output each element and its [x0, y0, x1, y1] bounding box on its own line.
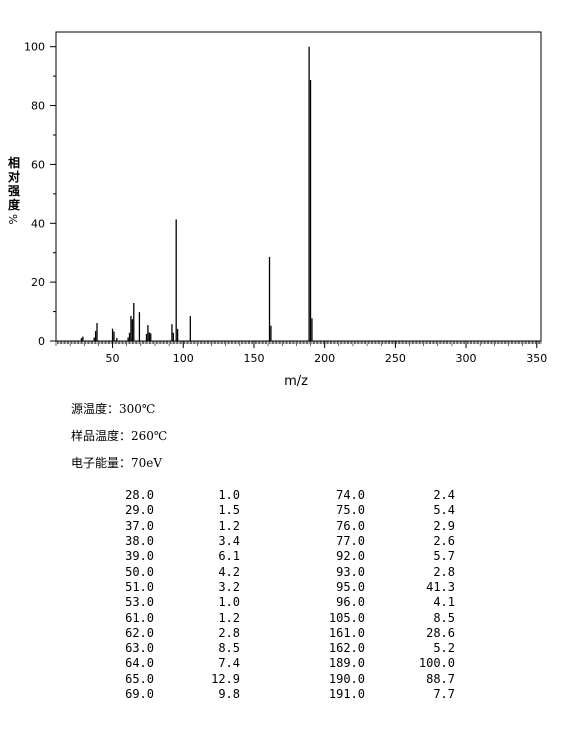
intensity-cell: 4.2: [218, 564, 240, 579]
intensity-cell: 1.0: [218, 488, 240, 503]
electron-energy: 电子能量：70eV: [71, 456, 163, 470]
intensity-cell: 5.7: [433, 549, 455, 564]
x-tick-label: 300: [456, 352, 477, 365]
y-tick-label: 80: [31, 100, 45, 113]
intensity-cell: 12.9: [211, 671, 240, 686]
x-tick-label: 50: [106, 352, 120, 365]
y-axis-label-char: 强: [7, 184, 20, 198]
intensity-cell: 2.6: [433, 534, 455, 549]
table-row: 28.0 1.0 74.0 2.4: [96, 488, 455, 503]
mass-spectrum-chart: 50 100 150 200 250 300 350 0 20 40 60 80 100 m/z: [24, 31, 547, 389]
x-tick-label: 150: [243, 352, 264, 365]
table-row: 53.0 1.0 96.0 4.1: [96, 595, 455, 610]
intensity-cell: 88.7: [426, 671, 455, 686]
intensity-cell: 4.1: [433, 595, 455, 610]
mz-cell: 51.0: [125, 579, 154, 594]
mz-cell: 39.0: [125, 549, 154, 564]
intensity-cell: 3.2: [218, 579, 240, 594]
intensity-cell: 7.4: [218, 656, 240, 671]
intensity-cell: 5.4: [433, 503, 455, 518]
sample-temperature: 样品温度：260℃: [71, 429, 168, 443]
y-axis-unit: %: [7, 214, 20, 225]
mz-cell: 95.0: [336, 579, 365, 594]
x-tick-label: 200: [314, 352, 335, 365]
intensity-cell: 5.2: [433, 641, 455, 656]
intensity-cell: 6.1: [218, 549, 240, 564]
intensity-cell: 28.6: [426, 625, 455, 640]
intensity-cell: 9.8: [218, 687, 240, 701]
mz-cell: 105.0: [328, 610, 365, 625]
intensity-cell: 7.7: [433, 687, 455, 701]
mz-cell: 37.0: [125, 518, 154, 533]
mz-cell: 74.0: [336, 488, 365, 503]
table-row: 63.0 8.5 162.0 5.2: [96, 641, 455, 656]
intensity-cell: 2.8: [218, 625, 240, 640]
x-tick-label: 350: [526, 352, 547, 365]
mz-cell: 162.0: [328, 641, 365, 656]
table-row: 51.0 3.2 95.0 41.3: [96, 580, 455, 595]
table-row: 50.0 4.2 93.0 2.8: [96, 564, 455, 579]
plot-frame: [55, 31, 542, 342]
y-tick-label: 100: [24, 41, 45, 54]
intensity-cell: 1.2: [218, 518, 240, 533]
mz-cell: 96.0: [336, 595, 365, 610]
mz-cell: 28.0: [125, 488, 154, 503]
source-temperature: 源温度：300℃: [71, 402, 156, 416]
mz-cell: 50.0: [125, 564, 154, 579]
x-tick-label: 100: [173, 352, 194, 365]
y-axis-label-char: 相: [7, 156, 20, 170]
mz-cell: 63.0: [125, 641, 154, 656]
y-axis-label-char: 对: [7, 170, 20, 184]
intensity-cell: 100.0: [418, 656, 455, 671]
table-row: 69.0 9.8 191.0 7.7: [96, 687, 455, 702]
intensity-cell: 41.3: [426, 579, 455, 594]
mz-cell: 92.0: [336, 549, 365, 564]
y-tick-label: 60: [31, 158, 45, 171]
table-row: 64.0 7.4 189.0 100.0: [96, 656, 455, 671]
intensity-cell: 1.2: [218, 610, 240, 625]
intensity-cell: 3.4: [218, 534, 240, 549]
intensity-cell: 8.5: [433, 610, 455, 625]
mz-cell: 189.0: [328, 656, 365, 671]
mz-cell: 77.0: [336, 534, 365, 549]
x-axis-label: m/z: [284, 374, 308, 389]
y-axis-label: 相对强度 %: [6, 156, 22, 224]
mz-cell: 64.0: [125, 656, 154, 671]
x-tick-label: 250: [385, 352, 406, 365]
intensity-cell: 1.5: [218, 503, 240, 518]
table-row: 39.0 6.1 92.0 5.7: [96, 549, 455, 564]
mz-cell: 69.0: [125, 687, 154, 701]
mz-cell: 62.0: [125, 625, 154, 640]
mz-cell: 93.0: [336, 564, 365, 579]
table-row: 61.0 1.2 105.0 8.5: [96, 610, 455, 625]
y-axis-label-char: 度: [7, 198, 20, 212]
mz-cell: 75.0: [336, 503, 365, 518]
peak-table: 28.0 1.0 74.0 2.4 29.0 1.5 75.0 5.4 37.0 1.2 76.0 2…: [96, 488, 455, 702]
intensity-cell: 8.5: [218, 641, 240, 656]
mz-cell: 76.0: [336, 518, 365, 533]
mz-cell: 53.0: [125, 595, 154, 610]
table-row: 37.0 1.2 76.0 2.9: [96, 519, 455, 534]
mz-cell: 161.0: [328, 625, 365, 640]
intensity-cell: 2.9: [433, 518, 455, 533]
mz-cell: 191.0: [328, 687, 365, 701]
y-tick-label: 0: [38, 335, 45, 348]
y-tick-label: 40: [31, 217, 45, 230]
intensity-cell: 1.0: [218, 595, 240, 610]
mz-cell: 65.0: [125, 671, 154, 686]
table-row: 62.0 2.8 161.0 28.6: [96, 626, 455, 641]
mz-cell: 29.0: [125, 503, 154, 518]
table-row: 38.0 3.4 77.0 2.6: [96, 534, 455, 549]
table-row: 29.0 1.5 75.0 5.4: [96, 503, 455, 518]
mz-cell: 61.0: [125, 610, 154, 625]
intensity-cell: 2.4: [433, 488, 455, 503]
mz-cell: 38.0: [125, 534, 154, 549]
table-row: 65.0 12.9 190.0 88.7: [96, 672, 455, 687]
y-tick-label: 20: [31, 276, 45, 289]
mz-cell: 190.0: [328, 671, 365, 686]
intensity-cell: 2.8: [433, 564, 455, 579]
